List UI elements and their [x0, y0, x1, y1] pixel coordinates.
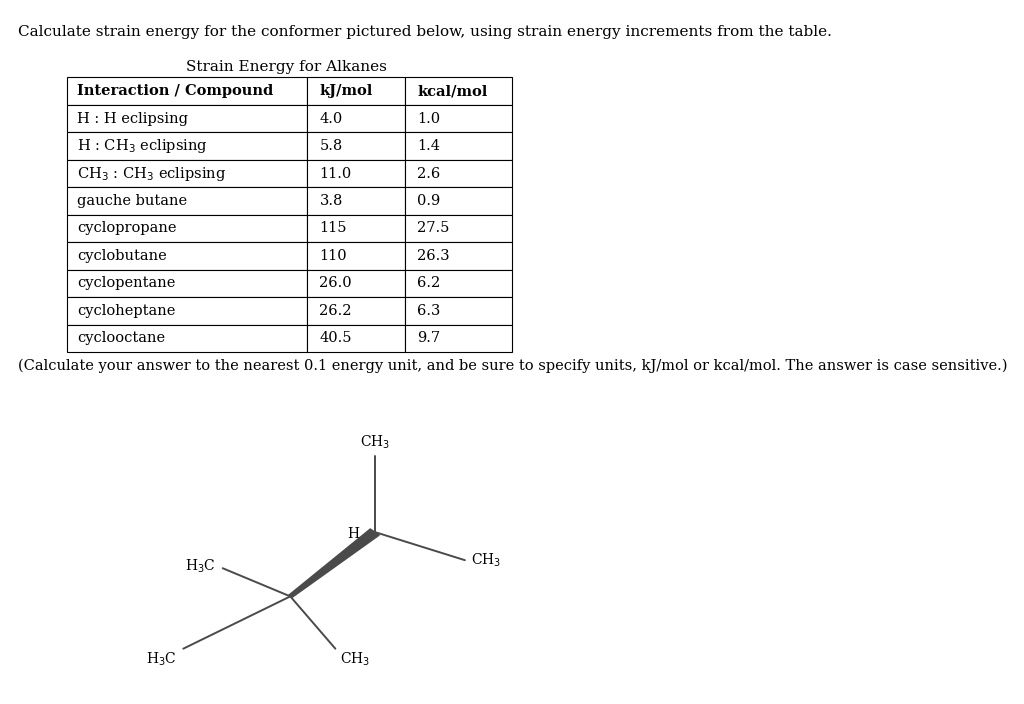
Text: 1.0: 1.0	[418, 112, 440, 125]
Text: 26.2: 26.2	[319, 304, 352, 318]
Text: cyclopentane: cyclopentane	[77, 277, 175, 290]
Text: 11.0: 11.0	[319, 167, 351, 180]
Polygon shape	[289, 529, 379, 598]
Text: 4.0: 4.0	[319, 112, 343, 125]
Text: cycloheptane: cycloheptane	[77, 304, 175, 318]
Text: 26.3: 26.3	[418, 249, 450, 263]
Text: 40.5: 40.5	[319, 332, 352, 345]
Text: H : CH$_3$ eclipsing: H : CH$_3$ eclipsing	[77, 137, 208, 155]
Text: 5.8: 5.8	[319, 139, 343, 153]
Text: 2.6: 2.6	[418, 167, 440, 180]
Text: H$_3$C: H$_3$C	[185, 558, 216, 575]
Text: 110: 110	[319, 249, 347, 263]
Text: Strain Energy for Alkanes: Strain Energy for Alkanes	[186, 60, 387, 74]
Text: kJ/mol: kJ/mol	[319, 84, 373, 98]
Text: cyclobutane: cyclobutane	[77, 249, 167, 263]
Text: 3.8: 3.8	[319, 194, 343, 208]
Text: CH$_3$: CH$_3$	[340, 650, 370, 668]
Text: CH$_3$: CH$_3$	[471, 551, 501, 569]
Text: cyclopropane: cyclopropane	[77, 222, 176, 235]
Text: (Calculate your answer to the nearest 0.1 energy unit, and be sure to specify un: (Calculate your answer to the nearest 0.…	[18, 359, 1008, 373]
Text: gauche butane: gauche butane	[77, 194, 187, 208]
Text: H: H	[347, 527, 359, 541]
Text: 9.7: 9.7	[418, 332, 440, 345]
Text: 6.3: 6.3	[418, 304, 440, 318]
Text: CH$_3$: CH$_3$	[359, 434, 390, 451]
Text: H$_3$C: H$_3$C	[146, 650, 176, 668]
Text: CH$_3$ : CH$_3$ eclipsing: CH$_3$ : CH$_3$ eclipsing	[77, 165, 226, 182]
Text: cyclooctane: cyclooctane	[77, 332, 165, 345]
Text: 26.0: 26.0	[319, 277, 352, 290]
Text: Interaction / Compound: Interaction / Compound	[77, 84, 273, 98]
Text: 1.4: 1.4	[418, 139, 440, 153]
Text: kcal/mol: kcal/mol	[418, 84, 487, 98]
Text: 27.5: 27.5	[418, 222, 450, 235]
Text: Calculate strain energy for the conformer pictured below, using strain energy in: Calculate strain energy for the conforme…	[18, 25, 833, 39]
Text: H : H eclipsing: H : H eclipsing	[77, 112, 187, 125]
Text: 115: 115	[319, 222, 347, 235]
Text: 6.2: 6.2	[418, 277, 440, 290]
Text: 0.9: 0.9	[418, 194, 440, 208]
